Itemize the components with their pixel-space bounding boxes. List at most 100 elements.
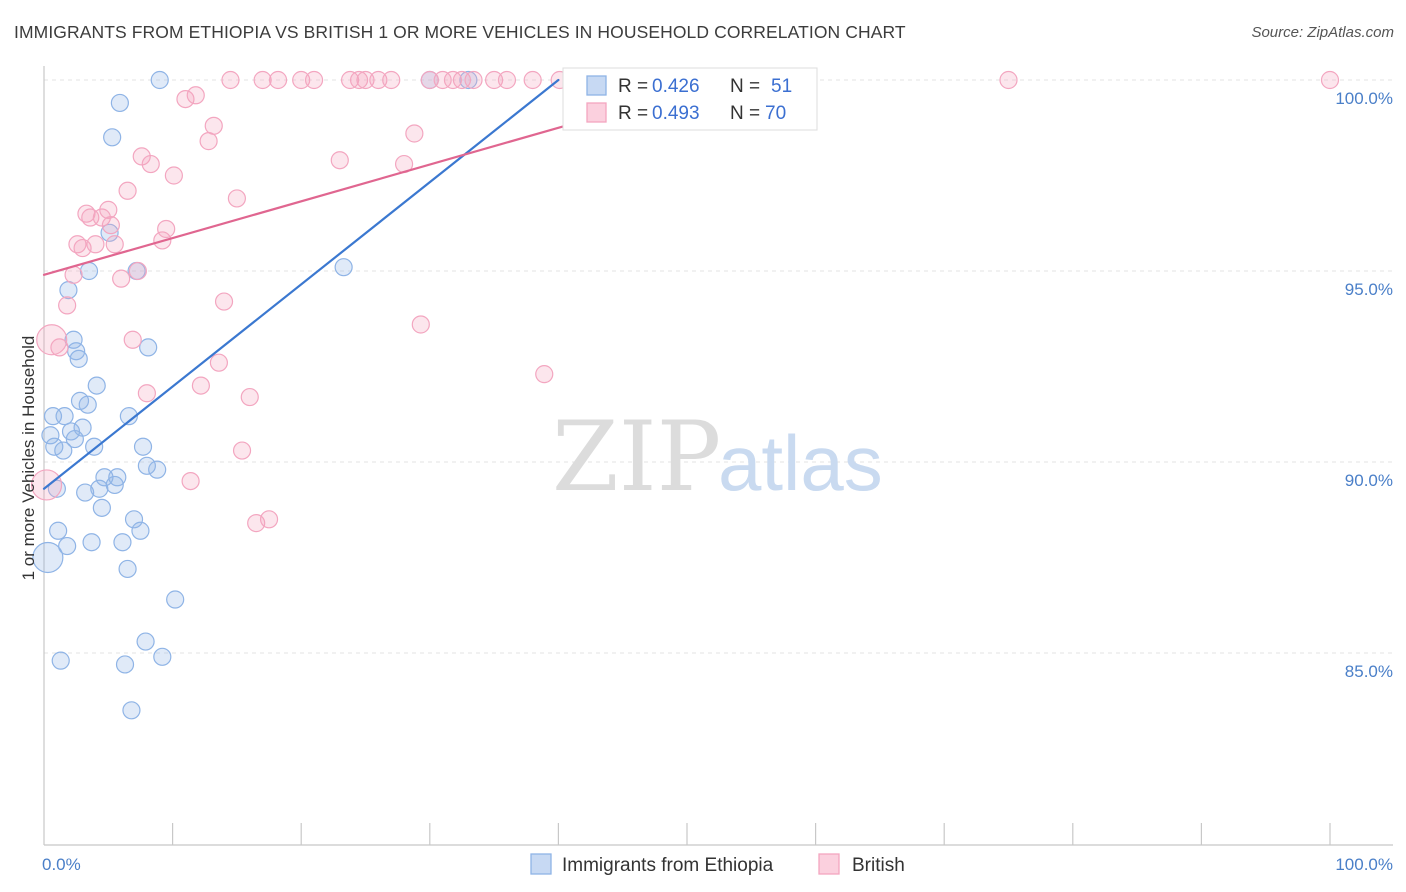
point-british [50,338,69,357]
point-ethiopia [133,437,153,456]
point-british [268,70,288,90]
point-british [123,330,142,349]
legend-r-value-british: 0.493 [652,103,700,124]
point-ethiopia [334,258,353,277]
point-british [191,376,210,395]
point-british [105,235,124,254]
point-ethiopia [90,479,109,498]
point-british [382,70,401,90]
legend-box: R = 0.426 N = 51 R = 0.493 N = 70 [562,67,818,131]
bottom-legend-label-ethiopia: Immigrants from Ethiopia [562,855,774,876]
point-british [369,70,388,90]
y-tick-label: 100.0% [1335,89,1393,108]
x-tick-label: 100.0% [1335,855,1393,874]
point-ethiopia [100,223,119,242]
point-british [199,132,218,151]
point-ethiopia [41,426,60,445]
point-ethiopia [76,483,95,502]
y-tick-labels: 100.0% 95.0% 90.0% 85.0% [1335,89,1393,681]
point-ethiopia [153,647,172,666]
source-label: Source: ZipAtlas.com [1251,24,1394,41]
point-ethiopia [166,590,185,609]
y-tick-label: 85.0% [1345,662,1393,681]
point-british [30,469,63,501]
chart-title: IMMIGRANTS FROM ETHIOPIA VS BRITISH 1 OR… [14,22,906,42]
legend-r-label-ethiopia: R = [618,76,648,97]
point-ethiopia [150,70,169,90]
point-british [101,216,120,235]
legend-swatch-ethiopia [586,75,607,96]
point-british [259,510,279,529]
data-points [30,70,1340,720]
point-british [485,70,504,90]
point-british [292,70,311,90]
point-british [86,235,105,254]
y-tick-label: 90.0% [1345,471,1393,490]
point-ethiopia [95,468,114,487]
point-ethiopia [64,330,83,349]
watermark-zip: ZIP [552,401,721,513]
point-british [523,70,542,90]
point-ethiopia [87,376,106,395]
legend-n-label-ethiopia: N = [730,76,760,97]
point-british [186,86,205,105]
point-british [118,181,137,200]
point-ethiopia [58,536,77,556]
point-british [405,124,424,143]
point-british [999,70,1018,90]
legend-r-label-british: R = [618,103,648,124]
point-british [181,472,200,491]
point-british [464,70,483,90]
point-ethiopia [32,541,64,574]
point-british [411,315,430,334]
bottom-legend-swatch-british [818,853,840,875]
point-british [221,70,240,90]
point-british [227,189,246,208]
point-ethiopia [51,651,70,670]
point-ethiopia [108,468,127,487]
bottom-legend-swatch-ethiopia [530,853,552,875]
legend-r-value-ethiopia: 0.426 [652,76,700,97]
point-ethiopia [45,437,64,456]
point-ethiopia [55,407,74,426]
point-british [232,441,252,460]
point-ethiopia [124,510,144,529]
point-ethiopia [49,521,68,540]
point-ethiopia [118,559,137,579]
watermark: ZIP atlas [552,401,883,513]
point-ethiopia [54,441,73,460]
point-british [36,324,68,356]
point-ethiopia [79,261,99,281]
point-ethiopia [131,521,150,540]
point-british [214,292,234,311]
point-british [304,70,324,90]
point-british [157,219,176,239]
point-ethiopia [122,701,141,720]
legend-n-value-british: 70 [765,103,786,124]
point-british [1320,70,1340,90]
point-ethiopia [69,349,88,368]
point-ethiopia [115,655,135,674]
point-ethiopia [103,128,122,147]
point-ethiopia [136,632,155,651]
legend-n-value-ethiopia: 51 [771,76,792,97]
point-british [176,89,195,109]
y-axis-label: 1 or more Vehicles in Household [19,336,38,581]
axes [43,66,1393,846]
point-ethiopia [113,533,132,552]
point-ethiopia [148,460,167,479]
x-tick-labels: 0.0% 100.0% [42,855,1393,874]
point-ethiopia [59,281,78,300]
legend-swatch-british [586,102,607,123]
point-british [128,261,147,281]
legend-n-label-british: N = [730,103,760,124]
point-british [420,70,439,90]
point-british [99,200,118,219]
point-british [204,116,223,135]
point-british [349,70,369,90]
point-british [58,296,77,315]
point-ethiopia [139,338,158,357]
y-tick-label: 95.0% [1345,280,1393,299]
point-british [240,387,259,407]
